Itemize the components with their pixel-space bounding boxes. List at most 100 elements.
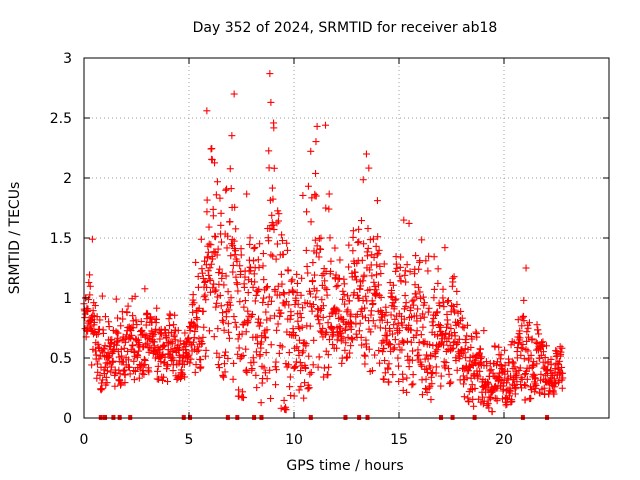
data-point	[327, 267, 335, 275]
data-point	[418, 391, 426, 399]
data-point	[487, 393, 495, 401]
data-point	[532, 381, 540, 389]
data-point	[133, 321, 141, 329]
data-point	[469, 395, 477, 403]
data-point	[319, 313, 327, 321]
data-point	[414, 305, 422, 313]
data-point	[207, 260, 215, 268]
data-point	[321, 284, 329, 292]
data-point	[536, 354, 544, 362]
data-point	[251, 278, 259, 286]
data-point	[359, 176, 367, 184]
data-point	[301, 379, 309, 387]
data-point	[493, 361, 501, 369]
data-point	[268, 184, 276, 192]
data-point	[394, 354, 402, 362]
data-point	[97, 386, 105, 394]
data-point	[377, 293, 385, 301]
data-point	[128, 331, 136, 339]
data-point	[185, 351, 193, 359]
data-point	[216, 291, 224, 299]
data-point	[433, 309, 441, 317]
data-point	[518, 384, 526, 392]
data-point	[400, 216, 408, 224]
data-point	[91, 302, 99, 310]
data-point	[213, 299, 221, 307]
data-point	[134, 352, 142, 360]
data-point	[371, 283, 379, 291]
data-point	[206, 264, 214, 272]
data-point	[285, 301, 293, 309]
data-point	[212, 303, 220, 311]
data-point	[459, 372, 467, 380]
data-point	[299, 347, 307, 355]
data-point	[239, 351, 247, 359]
data-point	[114, 337, 122, 345]
data-point	[302, 364, 310, 372]
data-point	[279, 250, 287, 258]
data-point	[159, 376, 167, 384]
data-point	[359, 277, 367, 285]
data-point	[135, 339, 143, 347]
data-point	[269, 221, 277, 229]
data-point	[285, 361, 293, 369]
data-point	[368, 272, 376, 280]
data-point	[145, 368, 153, 376]
data-point	[382, 308, 390, 316]
data-point	[386, 341, 394, 349]
data-point	[511, 363, 519, 371]
data-point	[171, 336, 179, 344]
data-point	[508, 358, 516, 366]
data-point	[354, 239, 362, 247]
data-point	[243, 319, 251, 327]
data-point	[349, 247, 357, 255]
data-point	[551, 383, 559, 391]
data-point	[344, 292, 352, 300]
data-point	[263, 375, 271, 383]
data-point	[355, 327, 363, 335]
data-point	[395, 327, 403, 335]
data-point	[390, 321, 398, 329]
data-point	[192, 258, 200, 266]
data-point	[255, 285, 263, 293]
data-point	[99, 329, 107, 337]
data-point	[340, 291, 348, 299]
data-point	[534, 326, 542, 334]
data-point	[517, 351, 525, 359]
data-point	[109, 357, 117, 365]
data-point	[432, 369, 440, 377]
data-point	[332, 283, 340, 291]
data-point	[364, 225, 372, 233]
y-tick-labels: 0 0.5 1 1.5 2 2.5 3	[50, 51, 72, 427]
data-point	[246, 240, 254, 248]
data-point	[366, 286, 374, 294]
data-point	[357, 217, 365, 225]
data-point	[288, 276, 296, 284]
data-point	[131, 367, 139, 375]
data-point	[308, 307, 316, 315]
data-point	[138, 370, 146, 378]
data-point	[195, 346, 203, 354]
data-point	[243, 190, 251, 198]
data-point	[369, 300, 377, 308]
data-point	[445, 370, 453, 378]
data-point	[137, 318, 145, 326]
data-point	[213, 349, 221, 357]
x-tick-label: 10	[285, 432, 303, 448]
data-point	[196, 364, 204, 372]
data-point	[408, 356, 416, 364]
data-point	[376, 262, 384, 270]
data-point	[403, 261, 411, 269]
data-point	[353, 310, 361, 318]
data-point	[252, 371, 260, 379]
data-point	[262, 349, 270, 357]
data-point	[237, 268, 245, 276]
data-point	[381, 312, 389, 320]
data-point	[476, 360, 484, 368]
axis-ticks	[83, 57, 609, 419]
data-point	[395, 378, 403, 386]
data-point	[186, 359, 194, 367]
data-point	[441, 364, 449, 372]
data-point	[274, 282, 282, 290]
data-point	[368, 367, 376, 375]
